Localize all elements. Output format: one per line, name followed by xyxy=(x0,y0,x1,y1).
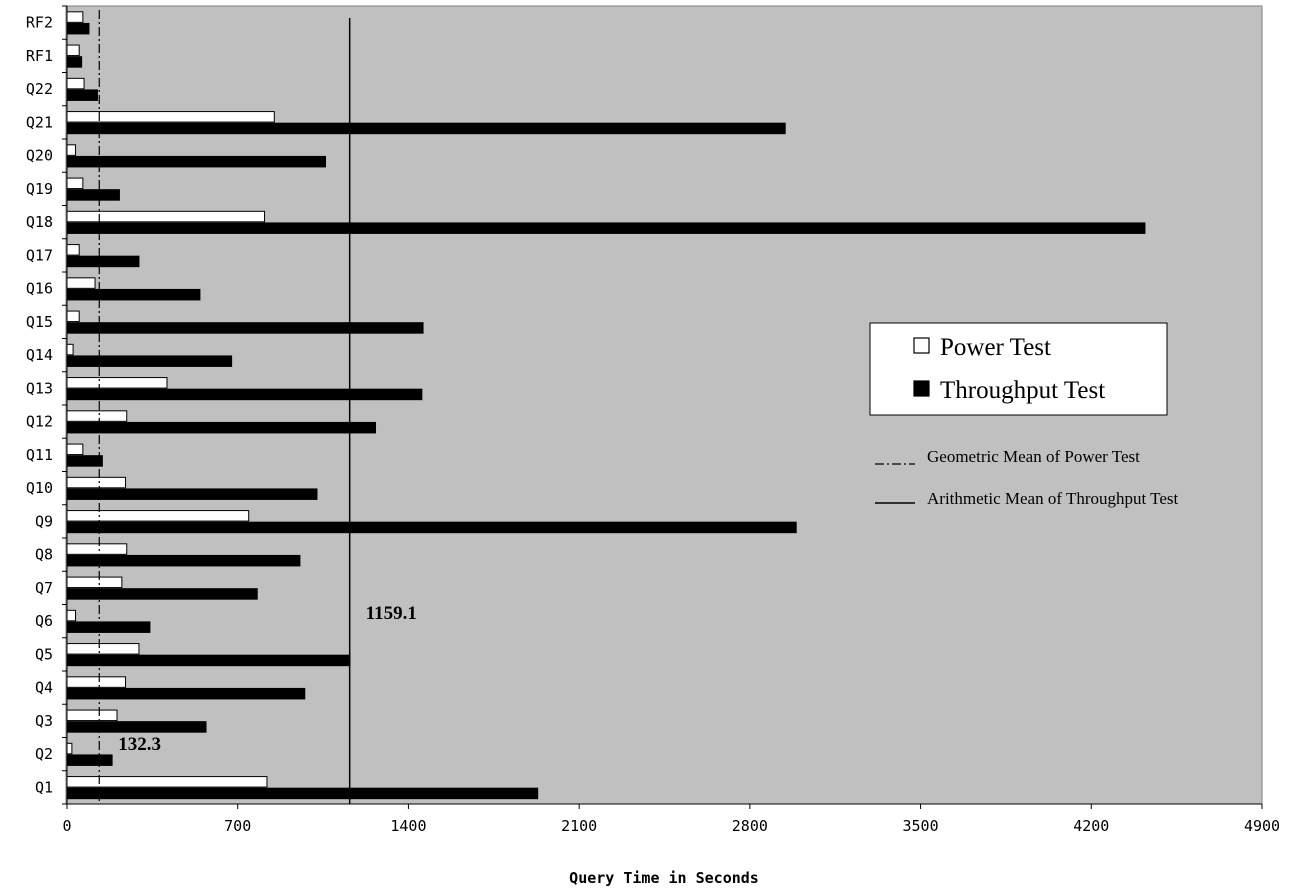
bar-throughput-test-q11 xyxy=(66,455,103,467)
bar-throughput-test-q21 xyxy=(66,122,786,135)
geometric-mean-label: 132.3 xyxy=(118,734,161,755)
arithmetic-mean-label: 1159.1 xyxy=(366,603,417,624)
bar-power-test-q12 xyxy=(66,410,128,422)
bar-throughput-test-q16 xyxy=(66,288,201,301)
bar-throughput-test-q1 xyxy=(66,787,539,800)
bar-throughput-test-q10 xyxy=(66,488,318,500)
bar-power-test-q21 xyxy=(66,111,275,123)
legend: Power Test Throughput Test Geometric Mean … xyxy=(869,322,1179,508)
bar-throughput-test-q17 xyxy=(66,255,140,268)
bar-power-test-q1 xyxy=(66,776,268,788)
x-tick-label-0: 0 xyxy=(62,817,71,835)
y-tick-label-q5: Q5 xyxy=(35,645,53,663)
y-tick-label-q4: Q4 xyxy=(35,679,53,697)
axes-group: Q1 Q2 Q3 Q4 Q5 Q6 Q7 Q8 Q9 Q10 Q11 Q12 Q13 Q14 Q15 Q16 Q… xyxy=(26,5,1280,835)
bar-power-test-q18 xyxy=(66,210,266,223)
bar-power-test-q14 xyxy=(66,343,74,356)
legend-swatch-power-test xyxy=(913,337,930,354)
y-tick-label-q17: Q17 xyxy=(26,246,53,264)
x-tick-label-3500: 3500 xyxy=(903,817,939,835)
bar-power-test-q6 xyxy=(66,609,77,622)
bar-power-test-q5 xyxy=(66,643,140,655)
legend-label-arithmetic-mean: Arithmetic Mean of Throughput Test xyxy=(927,489,1179,508)
y-tick-label-q15: Q15 xyxy=(26,313,53,331)
bar-power-test-q20 xyxy=(66,144,77,156)
y-tick-label-q20: Q20 xyxy=(26,147,53,165)
y-tick-label-rf1: RF1 xyxy=(26,47,53,65)
bar-power-test-q19 xyxy=(66,177,84,190)
y-tick-label-q10: Q10 xyxy=(26,479,53,497)
bar-throughput-test-q19 xyxy=(66,189,120,201)
bar-throughput-test-q2 xyxy=(66,754,113,766)
bar-power-test-q13 xyxy=(66,377,168,389)
bar-power-test-q10 xyxy=(66,476,127,489)
reference-lines-group: 132.3 1159.1 xyxy=(98,10,417,804)
bar-power-test-q8 xyxy=(66,543,128,555)
bar-throughput-test-q13 xyxy=(66,388,423,401)
bar-throughput-test-q3 xyxy=(66,721,207,733)
y-tick-label-q1: Q1 xyxy=(35,778,53,796)
x-tick-label-1400: 1400 xyxy=(390,817,426,835)
bar-throughput-test-q4 xyxy=(66,687,306,700)
y-tick-label-q14: Q14 xyxy=(26,346,53,364)
y-tick-label-q6: Q6 xyxy=(35,612,53,630)
y-tick-label-q18: Q18 xyxy=(26,213,53,231)
y-tick-label-q12: Q12 xyxy=(26,413,53,431)
bar-power-test-q17 xyxy=(66,244,80,256)
bar-power-test-q4 xyxy=(66,676,127,688)
bar-throughput-test-q22 xyxy=(66,89,98,101)
x-axis-title: Query Time in Seconds xyxy=(569,869,759,887)
bar-throughput-test-q5 xyxy=(66,654,351,667)
legend-label-geometric-mean: Geometric Mean of Power Test xyxy=(927,447,1140,466)
bar-power-test-rf1 xyxy=(66,44,80,57)
y-tick-label-q22: Q22 xyxy=(26,80,53,98)
y-tick-label-q16: Q16 xyxy=(26,280,53,298)
bar-power-test-q11 xyxy=(66,443,84,456)
bars-group xyxy=(66,11,1146,800)
y-tick-label-q7: Q7 xyxy=(35,579,53,597)
x-tick-label-4200: 4200 xyxy=(1073,817,1109,835)
x-tick-label-2100: 2100 xyxy=(561,817,597,835)
bar-throughput-test-q20 xyxy=(66,155,327,168)
bar-throughput-test-q9 xyxy=(66,521,797,534)
bar-throughput-test-rf2 xyxy=(66,22,90,35)
legend-label-power-test: Power Test xyxy=(940,334,1051,361)
bar-power-test-q22 xyxy=(66,77,85,90)
bar-power-test-q15 xyxy=(66,310,80,323)
y-tick-label-rf2: RF2 xyxy=(26,14,53,32)
bar-power-test-q16 xyxy=(66,277,96,289)
y-tick-label-q2: Q2 xyxy=(35,745,53,763)
bar-throughput-test-q12 xyxy=(66,421,377,434)
bar-throughput-test-q14 xyxy=(66,355,233,367)
y-tick-label-q9: Q9 xyxy=(35,512,53,530)
bar-power-test-q2 xyxy=(66,742,73,755)
bar-throughput-test-q7 xyxy=(66,588,258,600)
bar-throughput-test-q15 xyxy=(66,322,424,334)
y-tick-label-q19: Q19 xyxy=(26,180,53,198)
x-tick-label-4900: 4900 xyxy=(1244,817,1280,835)
bar-throughput-test-rf1 xyxy=(66,56,83,68)
x-tick-label-700: 700 xyxy=(224,817,251,835)
y-tick-label-q8: Q8 xyxy=(35,546,53,564)
legend-label-throughput-test: Throughput Test xyxy=(940,377,1105,404)
y-tick-label-q13: Q13 xyxy=(26,379,53,397)
legend-swatch-throughput-test xyxy=(913,380,930,397)
x-tick-label-2800: 2800 xyxy=(732,817,768,835)
bar-throughput-test-q18 xyxy=(66,222,1146,234)
bar-power-test-q3 xyxy=(66,709,118,722)
bar-throughput-test-q6 xyxy=(66,621,151,633)
y-tick-label-q11: Q11 xyxy=(26,446,53,464)
y-tick-label-q21: Q21 xyxy=(26,113,53,131)
bar-power-test-q7 xyxy=(66,576,123,589)
bar-throughput-test-q8 xyxy=(66,554,301,567)
bar-power-test-rf2 xyxy=(66,11,84,23)
bar-power-test-q9 xyxy=(66,510,250,522)
y-tick-label-q3: Q3 xyxy=(35,712,53,730)
